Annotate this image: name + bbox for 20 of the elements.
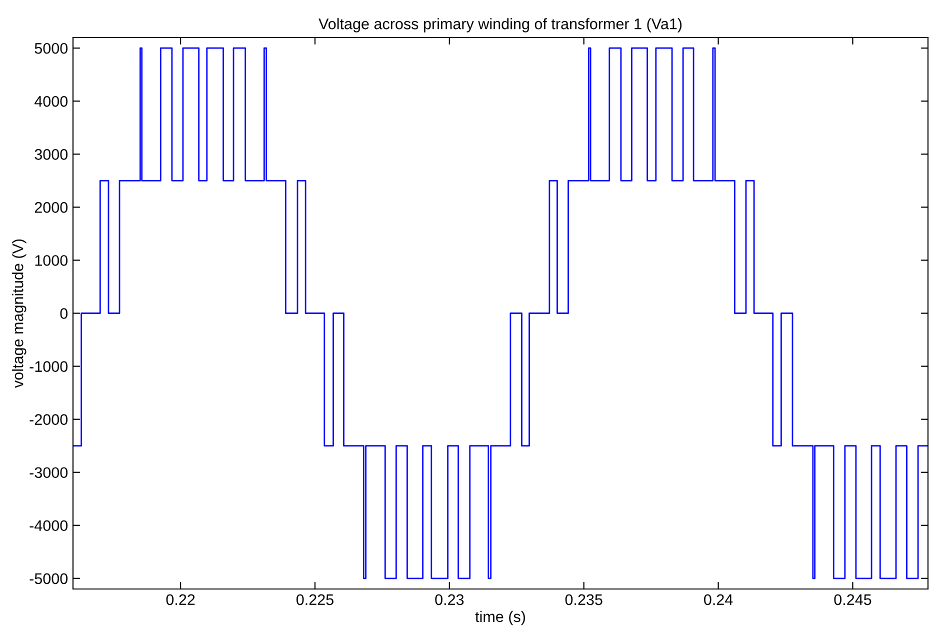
y-tick-label: 0 xyxy=(60,308,68,319)
y-tick-label: 4000 xyxy=(34,96,68,107)
x-axis-title: time (s) xyxy=(475,610,526,626)
y-tick-label: -2000 xyxy=(30,414,68,425)
y-tick-label: -4000 xyxy=(30,520,68,532)
y-tick-label: -3000 xyxy=(30,467,68,478)
chart-title: Voltage across primary winding of transformer 1 (Va1) xyxy=(318,18,682,32)
x-tick-label: 0.235 xyxy=(565,594,602,606)
y-tick-label: -5000 xyxy=(30,573,68,584)
y-tick-label: 3000 xyxy=(34,149,68,160)
y-tick-label: 2000 xyxy=(34,202,68,213)
y-tick-label: 5000 xyxy=(34,42,68,54)
x-tick-label: 0.225 xyxy=(296,594,334,606)
y-tick-label: 1000 xyxy=(35,255,68,266)
x-tick-label: 0.22 xyxy=(166,594,195,606)
x-tick-label: 0.24 xyxy=(704,594,733,606)
y-axis-title: voltage magnitude (V) xyxy=(12,239,26,388)
x-tick-label: 0.245 xyxy=(834,594,872,606)
x-tick-label: 0.23 xyxy=(435,594,464,606)
y-tick-label: -1000 xyxy=(30,361,68,372)
